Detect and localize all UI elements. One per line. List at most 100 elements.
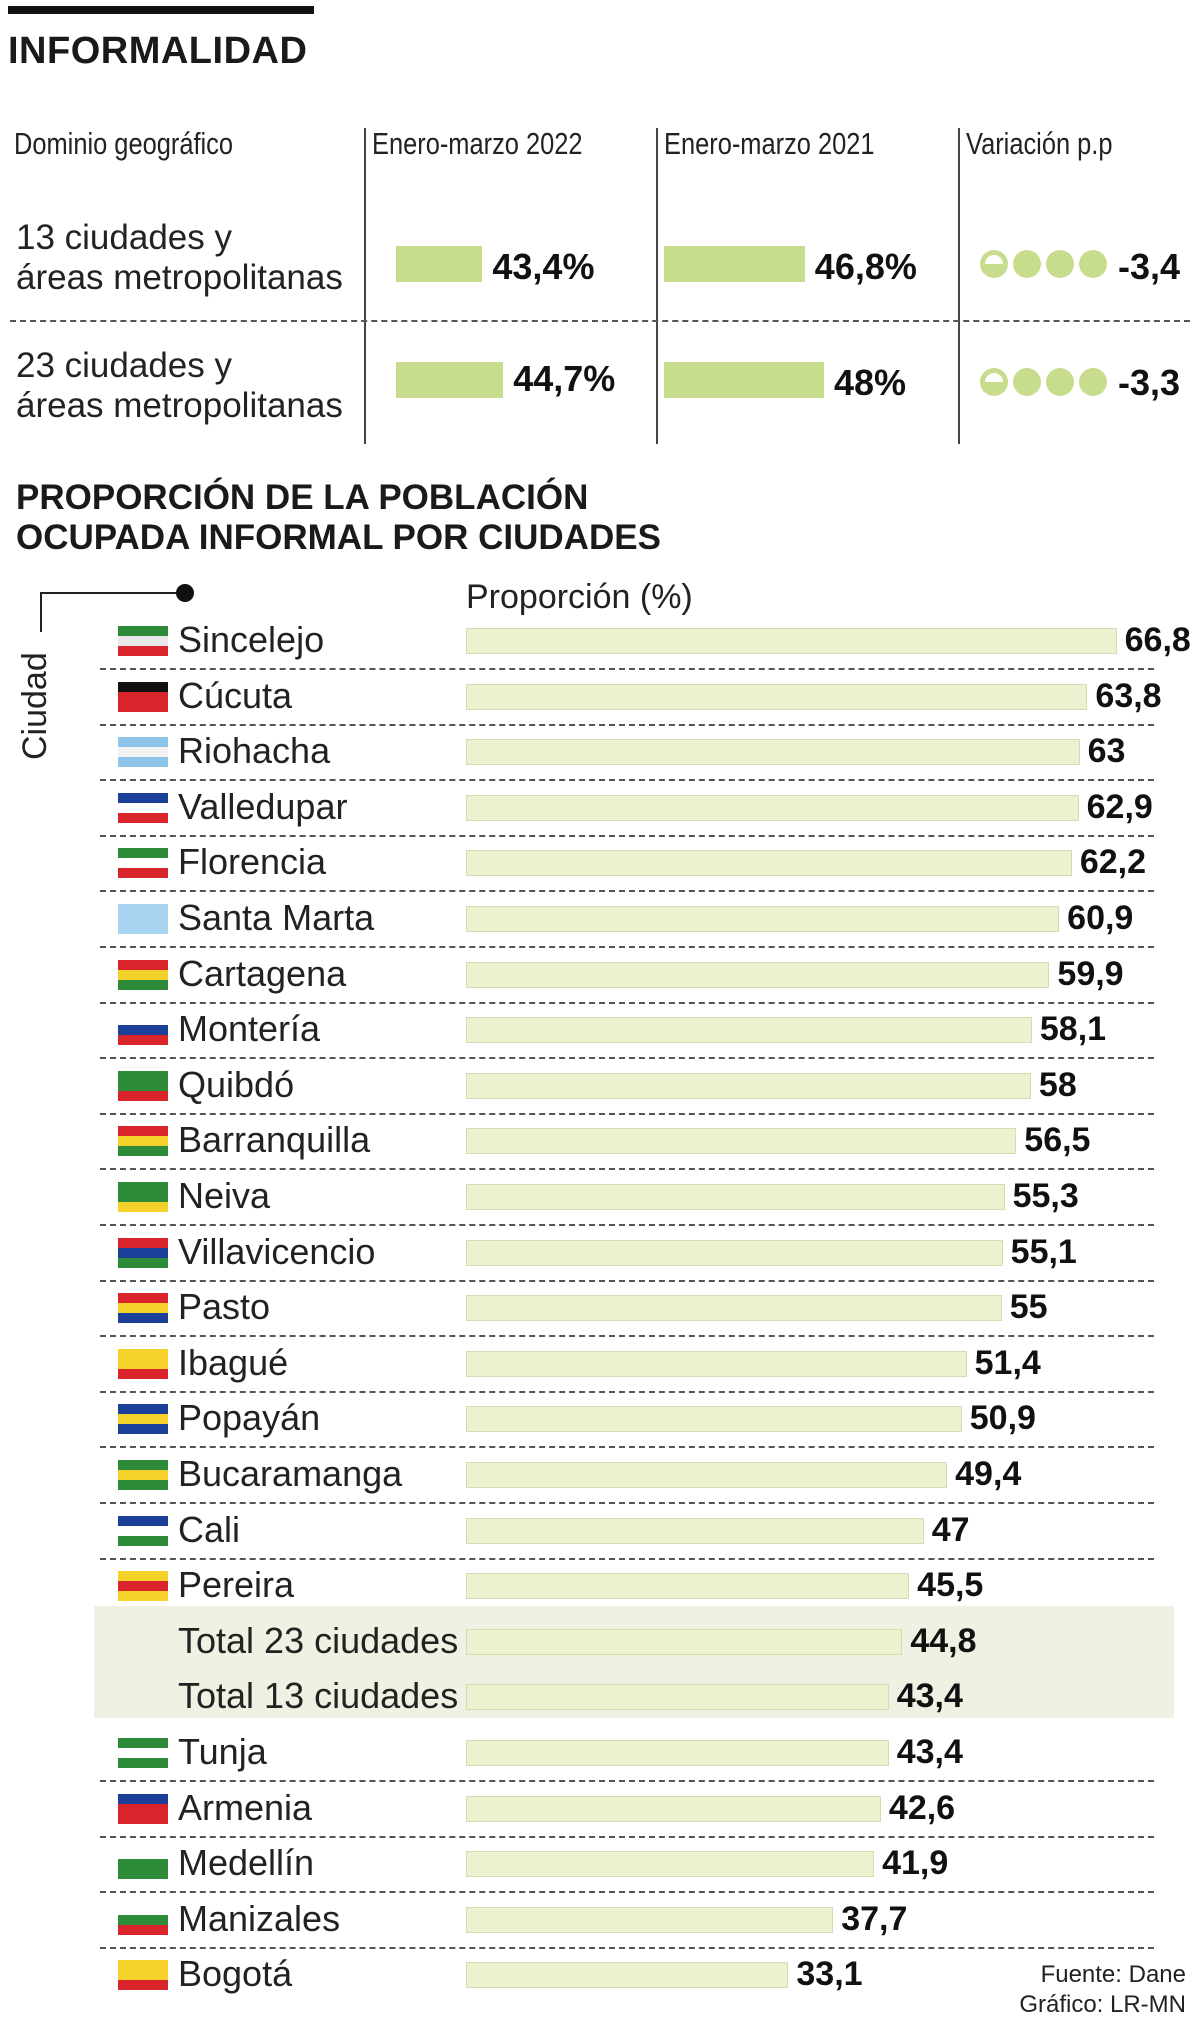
city-flag-icon: [118, 681, 168, 712]
header-2022: Enero-marzo 2022: [372, 126, 583, 161]
city-flag-icon: [118, 1237, 168, 1268]
category-label: Manizales: [178, 1897, 341, 1939]
row-divider: [100, 723, 1154, 726]
category-label: Bucaramanga: [178, 1453, 403, 1494]
bar-2021-row1: [664, 246, 805, 282]
row-divider: [100, 1891, 1154, 1894]
variation-row2: -3,3: [1118, 362, 1181, 403]
bar: [466, 1684, 889, 1711]
city-flag-icon: [118, 1182, 168, 1212]
data-label: 51,4: [974, 1343, 1041, 1382]
city-flag-icon: [118, 626, 168, 656]
category-label: Riohacha: [178, 730, 331, 772]
category-label: Total 13 ciudades: [178, 1675, 459, 1717]
row-divider: [100, 1224, 1154, 1226]
category-label: Cali: [178, 1508, 241, 1550]
bar: [466, 1795, 881, 1822]
data-label: 66,8: [1124, 621, 1191, 659]
bar: [466, 1628, 903, 1655]
bar: [466, 683, 1088, 710]
value-2022-row1: 43,4%: [492, 246, 595, 287]
category-label: Bogotá: [178, 1953, 293, 1995]
city-flag-icon: [118, 792, 168, 823]
bar-2022-row1: [396, 246, 483, 282]
city-flag-icon: [118, 1404, 168, 1435]
city-flag-icon: [118, 1293, 168, 1324]
data-label: 58,1: [1039, 1010, 1107, 1049]
city-flag-icon: [118, 1460, 168, 1490]
category-label: Santa Marta: [178, 897, 375, 938]
category-label: Quibdó: [178, 1063, 295, 1105]
data-label: 55,3: [1012, 1177, 1079, 1215]
category-label: Sincelejo: [178, 619, 325, 660]
data-label: 55: [1009, 1288, 1048, 1327]
bar: [466, 794, 1079, 821]
column-divider: [364, 128, 366, 444]
row-label: 23 ciudades y áreas metropolitanas: [16, 346, 343, 425]
bar: [466, 1962, 789, 1989]
title-rule: [8, 6, 314, 14]
row-divider: [100, 1780, 1154, 1782]
bar: [466, 1851, 875, 1878]
bar-2022-row2: [396, 362, 504, 398]
bar: [466, 1239, 1003, 1266]
row-divider: [100, 1557, 1154, 1560]
data-label: 41,9: [882, 1844, 949, 1883]
data-label: 63: [1087, 732, 1126, 771]
row-divider: [100, 1057, 1154, 1060]
row-divider: [100, 1279, 1154, 1282]
row-divider: [100, 1112, 1154, 1115]
bar: [466, 1517, 924, 1544]
category-label: Tunja: [178, 1731, 267, 1772]
header-2021: Enero-marzo 2021: [664, 126, 875, 161]
city-flag-icon: [118, 848, 168, 879]
category-label: Armenia: [178, 1786, 313, 1828]
city-flag-icon: [118, 1070, 168, 1101]
city-flag-icon: [118, 904, 168, 934]
data-label: 62,2: [1079, 843, 1146, 882]
chart-title: PROPORCIÓN DE LA POBLACIÓN OCUPADA INFOR…: [16, 478, 661, 557]
axis-bracket: [40, 592, 185, 594]
city-flag-icon: [118, 1515, 168, 1546]
category-label: Medellín: [178, 1842, 315, 1884]
data-label: 43,4: [896, 1677, 963, 1716]
row-divider: [100, 946, 1154, 948]
category-label: Valledupar: [178, 785, 348, 827]
axis-bracket: [40, 592, 42, 632]
row-divider: [10, 320, 1190, 322]
category-label: Barranquilla: [178, 1119, 371, 1161]
bar: [466, 1740, 889, 1766]
data-label: 59,9: [1057, 954, 1124, 993]
city-flag-icon: [118, 1738, 168, 1768]
column-divider: [958, 128, 960, 444]
data-label: 56,5: [1024, 1121, 1091, 1160]
bar-2021-row2: [664, 362, 824, 398]
category-label: Total 23 ciudades: [178, 1619, 459, 1661]
axis-bracket-dot: [176, 584, 194, 602]
bar: [466, 1017, 1032, 1044]
category-label: Ibagué: [178, 1341, 289, 1383]
value-2021-row1: 46,8%: [814, 246, 917, 287]
city-flag-icon: [118, 1849, 168, 1880]
city-flag-icon: [118, 1960, 168, 1991]
data-label: 33,1: [796, 1955, 863, 1994]
data-label: 37,7: [841, 1899, 908, 1938]
row-divider: [100, 668, 1154, 670]
category-label: Neiva: [178, 1175, 271, 1216]
bar: [466, 1184, 1005, 1210]
variation-dots-icon: [980, 250, 1112, 280]
category-label: Montería: [178, 1008, 321, 1050]
category-label: Pasto: [178, 1286, 271, 1328]
bar: [466, 1462, 948, 1488]
row-divider: [100, 1390, 1154, 1393]
source-note: Fuente: Dane Gráfico: LR-MN: [1019, 1961, 1186, 2018]
data-label: 60,9: [1067, 899, 1134, 937]
data-label: 43,4: [896, 1733, 963, 1771]
bar: [466, 850, 1072, 877]
bar: [466, 1906, 834, 1933]
column-divider: [656, 128, 658, 444]
row-divider: [100, 1446, 1154, 1449]
category-label: Florencia: [178, 841, 327, 883]
city-flag-icon: [118, 1126, 168, 1157]
bar: [466, 906, 1060, 932]
